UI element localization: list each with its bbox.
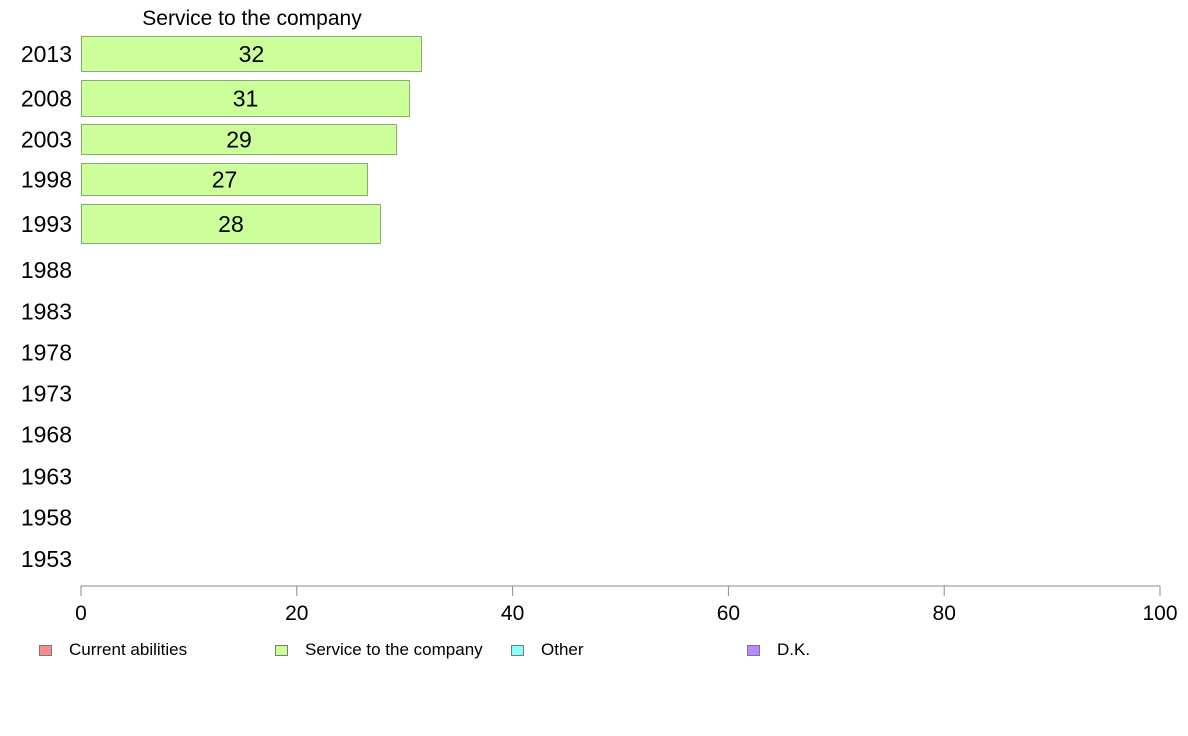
x-tick-label-20: 20 (285, 602, 308, 625)
category-label-2003: 2003 (21, 127, 72, 153)
x-tick-label-60: 60 (717, 602, 740, 625)
category-label-1988: 1988 (21, 257, 72, 283)
x-axis: 0 20 40 60 80 100 (75, 585, 1178, 625)
x-tick-label-0: 0 (75, 602, 87, 625)
legend-label: Other (541, 640, 584, 659)
bar-2013 (81, 36, 422, 72)
legend-swatch-icon (275, 644, 288, 656)
bar-1993 (81, 204, 381, 244)
bars: 32 31 29 27 28 (81, 36, 422, 244)
legend-label: Current abilities (69, 640, 188, 659)
legend-item-service-to-the-company: Service to the company (275, 640, 483, 660)
bar-1998 (81, 163, 369, 196)
chart-title: Service to the company (142, 7, 362, 30)
x-tick-label-80: 80 (933, 602, 956, 625)
legend-swatch-icon (511, 644, 524, 656)
legend-swatch-icon (747, 644, 760, 656)
bar-2008 (81, 80, 411, 117)
legend-item-dk: D.K. (747, 640, 810, 660)
category-label-1993: 1993 (21, 211, 72, 237)
category-label-1968: 1968 (21, 422, 72, 448)
x-tick-label-40: 40 (501, 602, 524, 625)
category-labels: 2013 2008 2003 1998 1993 1988 1983 1978 1973 1968… (21, 41, 72, 572)
category-label-1983: 1983 (21, 299, 72, 325)
category-label-1958: 1958 (21, 505, 72, 531)
category-label-1953: 1953 (21, 546, 72, 572)
category-label-1973: 1973 (21, 381, 72, 407)
data-label-1998: 27 (212, 167, 238, 193)
category-label-2013: 2013 (21, 41, 72, 67)
data-label-2003: 29 (226, 127, 252, 153)
category-label-2008: 2008 (21, 86, 72, 112)
legend-swatch-icon (39, 644, 52, 656)
legend-item-other: Other (511, 640, 584, 660)
data-label-1993: 28 (218, 211, 244, 237)
legend: Current abilities Service to the company… (0, 640, 1188, 662)
category-label-1963: 1963 (21, 464, 72, 490)
category-label-1978: 1978 (21, 340, 72, 366)
legend-label: D.K. (777, 640, 811, 659)
legend-item-current-abilities: Current abilities (39, 640, 187, 660)
legend-label: Service to the company (305, 640, 483, 659)
data-label-2013: 32 (239, 41, 265, 67)
data-label-2008: 31 (233, 86, 259, 112)
x-tick-label-100: 100 (1142, 602, 1177, 625)
category-label-1998: 1998 (21, 167, 72, 193)
bar-2003 (81, 124, 398, 155)
